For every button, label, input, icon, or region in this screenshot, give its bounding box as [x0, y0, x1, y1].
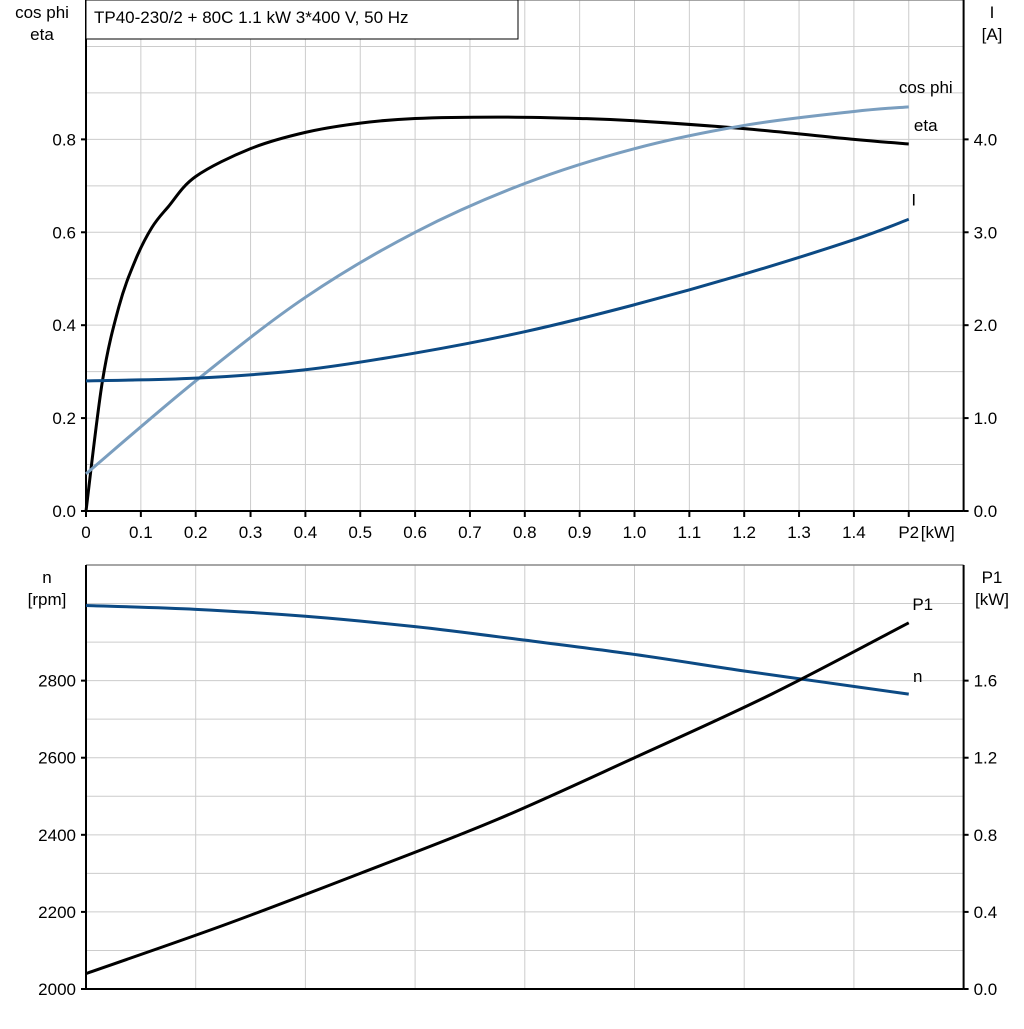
series-line-eta — [84, 115, 909, 512]
x-tick-label: 0.7 — [458, 523, 482, 542]
right-tick-label: 1.0 — [974, 409, 998, 428]
right-tick-label: 0.4 — [974, 903, 998, 922]
right-tick-label: 0.8 — [974, 826, 998, 845]
left-tick-label: 2400 — [38, 826, 76, 845]
left-tick-label: 2000 — [38, 980, 76, 999]
x-axis-unit: [kW] — [921, 523, 955, 542]
left-axis-unit: eta — [30, 25, 54, 44]
series-line-I — [85, 217, 910, 383]
left-tick-label: 0.2 — [52, 409, 76, 428]
series-label: n — [913, 667, 922, 686]
x-tick-label: 0.1 — [129, 523, 153, 542]
right-tick-label: 1.6 — [974, 672, 998, 691]
series-line-n — [85, 603, 909, 696]
bottom-chart: 2000 2200 2400 2600 2800 0.0 0.4 0.8 1.2 1.6 n [rpm… — [28, 564, 1009, 999]
x-tick-label: 0 — [81, 523, 90, 542]
x-tick-label: 0.5 — [348, 523, 372, 542]
right-axis-unit: [A] — [982, 25, 1003, 44]
x-tick-label: 0.3 — [239, 523, 263, 542]
series-label: I — [911, 190, 916, 209]
x-tick-label: 1.0 — [623, 523, 647, 542]
title-box: TP40-230/2 + 80C 1.1 kW 3*400 V, 50 Hz — [85, 0, 519, 40]
right-axis-label: I — [990, 3, 995, 22]
left-tick-label: 0.4 — [52, 316, 76, 335]
x-tick-label: P2 — [898, 523, 919, 542]
series-label: P1 — [912, 595, 933, 614]
x-tick-label: 1.3 — [787, 523, 811, 542]
right-tick-label: 1.2 — [974, 749, 998, 768]
x-tick-label: 1.4 — [842, 523, 866, 542]
top-chart: 0.0 0.2 0.4 0.6 0.8 0.0 1.0 2.0 3.0 4.0 cos phi eta… — [15, 0, 1002, 542]
left-tick-label: 2200 — [38, 903, 76, 922]
left-axis-unit: [rpm] — [28, 590, 67, 609]
series-label: cos phi — [899, 78, 953, 97]
series-line-P1 — [85, 621, 910, 975]
right-tick-label: 3.0 — [974, 223, 998, 242]
right-tick-label: 2.0 — [974, 316, 998, 335]
right-tick-label: 0.0 — [974, 980, 998, 999]
left-tick-label: 2800 — [38, 672, 76, 691]
left-tick-label: 0.6 — [52, 223, 76, 242]
series-line-cos-phi — [85, 105, 909, 475]
right-tick-label: 4.0 — [974, 130, 998, 149]
x-tick-label: 0.9 — [568, 523, 592, 542]
x-tick-label: 1.1 — [678, 523, 702, 542]
right-axis-unit: [kW] — [975, 590, 1009, 609]
x-tick-label: 0.8 — [513, 523, 537, 542]
right-axis-label: P1 — [982, 568, 1003, 587]
x-tick-label: 0.4 — [294, 523, 318, 542]
right-tick-label: 0.0 — [974, 502, 998, 521]
left-axis-label: cos phi — [15, 3, 69, 22]
left-tick-label: 0.0 — [52, 502, 76, 521]
chart-title: TP40-230/2 + 80C 1.1 kW 3*400 V, 50 Hz — [94, 8, 409, 27]
left-tick-label: 0.8 — [52, 130, 76, 149]
x-tick-label: 1.2 — [732, 523, 756, 542]
left-axis-label: n — [42, 568, 51, 587]
left-tick-label: 2600 — [38, 749, 76, 768]
series-label: eta — [914, 116, 938, 135]
x-tick-label: 0.6 — [403, 523, 427, 542]
x-tick-label: 0.2 — [184, 523, 208, 542]
